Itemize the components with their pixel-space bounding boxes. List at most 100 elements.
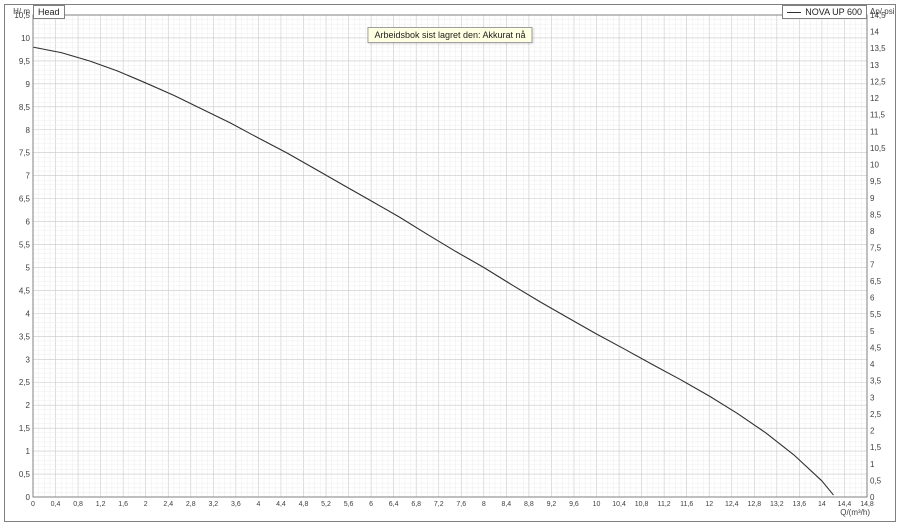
autosave-tooltip-text: Arbeidsbok sist lagret den: Akkurat nå bbox=[374, 30, 525, 40]
x-tick-label: 2,8 bbox=[186, 501, 196, 508]
x-tick-label: 6,4 bbox=[389, 501, 399, 508]
x-tick-label: 12 bbox=[705, 501, 713, 508]
y-left-tick-label: 2 bbox=[26, 401, 31, 410]
legend-label: NOVA UP 600 bbox=[805, 7, 862, 17]
y-right-tick-label: 7 bbox=[870, 260, 875, 269]
x-tick-label: 0,8 bbox=[73, 501, 83, 508]
x-tick-label: 5,2 bbox=[321, 501, 331, 508]
x-tick-label: 1,6 bbox=[118, 501, 128, 508]
y-left-tick-label: 1 bbox=[26, 447, 31, 456]
y-left-tick-label: 6,5 bbox=[19, 195, 31, 204]
y-left-tick-label: 10 bbox=[21, 34, 30, 43]
y-right-tick-label: 12,5 bbox=[870, 77, 886, 86]
y-right-tick-label: 9 bbox=[870, 194, 875, 203]
y-right-tick-label: 3,5 bbox=[870, 377, 882, 386]
x-tick-label: 14,4 bbox=[838, 501, 852, 508]
y-right-tick-label: 8,5 bbox=[870, 210, 882, 219]
x-tick-label: 9,2 bbox=[547, 501, 557, 508]
x-tick-label: 14,8 bbox=[860, 501, 874, 508]
x-tick-label: 9,6 bbox=[569, 501, 579, 508]
y-right-tick-label: 6,5 bbox=[870, 277, 882, 286]
y-right-tick-label: 7,5 bbox=[870, 244, 882, 253]
axes-group: 0 0,4 0,8 1,2 1,6 2 2,4 2,8 3,2 3,6 4 4,4 4,8 5,2 5,6 6… bbox=[13, 7, 895, 517]
y-right-tick-label: 2 bbox=[870, 427, 875, 436]
y-left-tick-label: 6 bbox=[26, 218, 31, 227]
y-right-unit-label: Δp/ psi bbox=[870, 7, 895, 16]
x-tick-label: 3,6 bbox=[231, 501, 241, 508]
y-left-tick-label: 0,5 bbox=[19, 470, 31, 479]
x-tick-label: 4,8 bbox=[299, 501, 309, 508]
y-left-tick-label: 9,5 bbox=[19, 57, 31, 66]
x-tick-label: 8,4 bbox=[501, 501, 511, 508]
x-tick-label: 6 bbox=[369, 501, 373, 508]
x-tick-label: 5,6 bbox=[344, 501, 354, 508]
x-tick-label: 10,4 bbox=[612, 501, 626, 508]
x-tick-label: 0,4 bbox=[51, 501, 61, 508]
y-right-tick-label: 5,5 bbox=[870, 310, 882, 319]
x-tick-label: 12,4 bbox=[725, 501, 739, 508]
x-unit-label: Q/(m³/h) bbox=[840, 508, 870, 517]
x-tick-label: 11,6 bbox=[680, 501, 693, 508]
chart-svg: 0 0,4 0,8 1,2 1,6 2 2,4 2,8 3,2 3,6 4 4,4 4,8 5,2 5,6 6… bbox=[5, 5, 895, 521]
y-right-tick-label: 12 bbox=[870, 94, 879, 103]
y-left-tick-label: 7,5 bbox=[19, 149, 31, 158]
x-tick-label: 14 bbox=[818, 501, 826, 508]
y-right-tick-label: 1 bbox=[870, 460, 875, 469]
chart-title-box: Head bbox=[33, 5, 65, 19]
x-tick-label: 10,8 bbox=[635, 501, 649, 508]
x-tick-label: 3,2 bbox=[208, 501, 218, 508]
y-left-tick-label: 8,5 bbox=[19, 103, 31, 112]
y-left-tick-label: 5,5 bbox=[19, 241, 31, 250]
x-tick-label: 13,2 bbox=[770, 501, 784, 508]
x-tick-label: 4 bbox=[256, 501, 260, 508]
x-tick-label: 12,8 bbox=[747, 501, 761, 508]
chart-legend: NOVA UP 600 bbox=[782, 5, 867, 19]
x-tick-label: 7,6 bbox=[456, 501, 466, 508]
y-right-tick-label: 1,5 bbox=[870, 443, 882, 452]
x-tick-label: 0 bbox=[31, 501, 35, 508]
y-left-tick-label: 3 bbox=[26, 355, 31, 364]
y-right-tick-label: 10 bbox=[870, 161, 879, 170]
x-tick-label: 8 bbox=[482, 501, 486, 508]
y-right-tick-label: 11 bbox=[870, 127, 879, 136]
y-left-tick-label: 7 bbox=[26, 172, 31, 181]
y-left-tick-label: 4 bbox=[26, 309, 31, 318]
y-left-tick-label: 9 bbox=[26, 80, 31, 89]
y-right-tick-label: 2,5 bbox=[870, 410, 882, 419]
y-left-tick-label: 0 bbox=[26, 493, 31, 502]
autosave-tooltip: Arbeidsbok sist lagret den: Akkurat nå bbox=[367, 27, 532, 43]
x-tick-label: 6,8 bbox=[411, 501, 421, 508]
y-left-tick-label: 8 bbox=[26, 126, 31, 135]
chart-title-text: Head bbox=[38, 7, 60, 17]
y-left-unit-label: H/ m bbox=[13, 7, 30, 16]
y-left-tick-label: 1,5 bbox=[19, 424, 31, 433]
x-tick-label: 2,4 bbox=[163, 501, 173, 508]
y-right-tick-label: 14 bbox=[870, 28, 879, 37]
y-right-tick-label: 4 bbox=[870, 360, 875, 369]
y-right-tick-label: 5 bbox=[870, 327, 875, 336]
y-right-tick-label: 13 bbox=[870, 61, 879, 70]
legend-line-icon bbox=[787, 12, 801, 13]
y-right-tick-label: 4,5 bbox=[870, 343, 882, 352]
x-tick-label: 4,4 bbox=[276, 501, 286, 508]
y-left-tick-label: 5 bbox=[26, 263, 31, 272]
x-tick-label: 8,8 bbox=[524, 501, 534, 508]
y-left-tick-label: 2,5 bbox=[19, 378, 31, 387]
x-tick-label: 13,6 bbox=[793, 501, 807, 508]
x-tick-label: 1,2 bbox=[96, 501, 106, 508]
y-right-tick-label: 0 bbox=[870, 493, 875, 502]
y-right-tick-label: 9,5 bbox=[870, 177, 882, 186]
x-tick-label: 2 bbox=[144, 501, 148, 508]
y-right-tick-label: 11,5 bbox=[870, 111, 886, 120]
y-right-tick-label: 0,5 bbox=[870, 476, 882, 485]
chart-outer-panel: 0 0,4 0,8 1,2 1,6 2 2,4 2,8 3,2 3,6 4 4,4 4,8 5,2 5,6 6… bbox=[4, 4, 896, 522]
y-right-tick-label: 8 bbox=[870, 227, 875, 236]
y-right-tick-label: 3 bbox=[870, 393, 875, 402]
grid-group bbox=[33, 15, 867, 497]
x-tick-label: 10 bbox=[593, 501, 601, 508]
y-left-tick-label: 4,5 bbox=[19, 286, 31, 295]
y-right-tick-label: 13,5 bbox=[870, 44, 886, 53]
y-left-tick-label: 3,5 bbox=[19, 332, 31, 341]
x-tick-label: 7,2 bbox=[434, 501, 444, 508]
y-right-tick-label: 6 bbox=[870, 294, 875, 303]
